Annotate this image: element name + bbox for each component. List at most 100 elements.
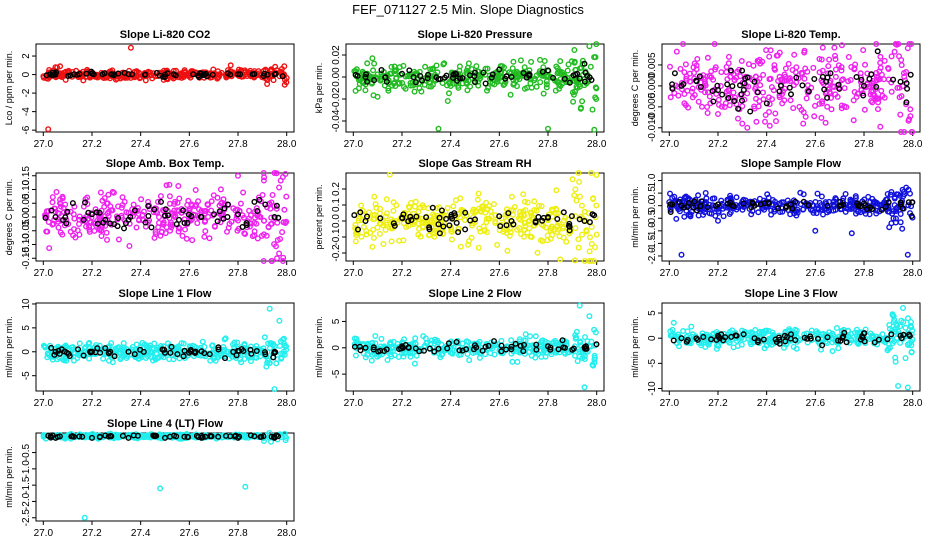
scatter-point: [411, 360, 418, 367]
mean-point: [131, 207, 138, 214]
mean-point: [693, 207, 700, 214]
scatter-point: [758, 330, 765, 337]
mean-point: [491, 338, 498, 345]
x-tick-label: 28.0: [277, 398, 297, 409]
scatter-point: [356, 340, 363, 347]
mean-point: [192, 348, 199, 355]
scatter-point: [905, 315, 912, 322]
y-axis-label: Lco / ppm per min.: [4, 51, 14, 126]
scatter-point: [909, 327, 916, 334]
mean-point: [174, 351, 181, 358]
mean-point: [729, 83, 736, 90]
mean-point: [462, 226, 469, 233]
mean-point: [879, 206, 886, 213]
panel-slope-sample-flow: Slope Sample Flow 27.0 27.2 27.4 27.6 27.8 28.…: [630, 158, 923, 279]
scatter-point: [676, 343, 683, 350]
mean-point: [725, 94, 732, 101]
scatter-point: [897, 219, 904, 226]
scatter-point: [783, 341, 790, 348]
mean-point: [482, 343, 489, 350]
mean-point: [561, 75, 568, 82]
mean-point: [560, 344, 567, 351]
x-tick-label: 27.4: [757, 268, 777, 279]
mean-point: [722, 334, 729, 341]
scatter-point: [218, 200, 225, 207]
mean-point: [906, 331, 913, 338]
scatter-point: [171, 200, 178, 207]
outlier-point: [895, 383, 902, 390]
scatter-point: [514, 358, 521, 365]
scatter-point: [771, 62, 778, 69]
scatter-point: [540, 347, 547, 354]
scatter-point: [469, 222, 476, 229]
scatter-point: [415, 220, 422, 227]
x-tick-label: 27.0: [34, 528, 54, 539]
y-tick-label: 0.000: [647, 73, 658, 98]
mean-point: [168, 343, 175, 350]
outlier-point: [242, 483, 249, 490]
mean-point: [559, 337, 566, 344]
scatter-point: [446, 90, 453, 97]
scatter-point: [70, 357, 77, 364]
scatter-point: [875, 95, 882, 102]
mean-point: [157, 198, 164, 205]
mean-marker: [472, 216, 479, 223]
scatter-point: [786, 326, 793, 333]
scatter-point: [895, 191, 902, 198]
scatter-point: [61, 357, 68, 364]
scatter-point: [160, 343, 167, 350]
scatter-point: [895, 41, 902, 48]
mean-point: [256, 196, 263, 203]
scatter-point: [881, 57, 888, 64]
mean-point: [539, 68, 546, 75]
scatter-point: [166, 356, 173, 363]
y-tick-label: 0: [21, 71, 32, 77]
scatter-point: [417, 204, 424, 211]
scatter-point: [91, 227, 98, 234]
scatter-point: [575, 244, 582, 251]
mean-marker: [198, 70, 205, 77]
scatter-point: [123, 355, 130, 362]
scatter-point: [46, 245, 53, 252]
scatter-point: [832, 66, 839, 73]
scatter-point: [886, 325, 893, 332]
y-tick-label: 0.1: [331, 198, 342, 212]
scatter-point: [468, 65, 475, 72]
plot-frame: [345, 43, 605, 133]
scatter-point: [572, 225, 579, 232]
scatter-point: [572, 186, 579, 193]
scatter-point: [183, 235, 190, 242]
scatter-point: [428, 337, 435, 344]
scatter-point: [826, 56, 833, 63]
mean-point: [724, 81, 731, 88]
scatter-point: [683, 73, 690, 80]
panels-container: Slope Li-820 CO2 27.0 27.2 27.4 27.6 27.8 28.0…: [4, 29, 923, 539]
scatter-point: [800, 206, 807, 213]
scatter-point: [897, 111, 904, 118]
x-tick-label: 27.2: [708, 139, 728, 150]
scatter-point: [901, 128, 908, 135]
mean-point: [843, 339, 850, 346]
scatter-point: [109, 188, 116, 195]
mean-point: [364, 78, 371, 85]
mean-point: [148, 224, 155, 231]
mean-marker: [861, 330, 868, 337]
scatter-point: [833, 325, 840, 332]
x-tick-label: 27.0: [34, 139, 54, 150]
mean-point: [485, 342, 492, 349]
scatter-point: [579, 231, 586, 238]
mean-point: [782, 338, 789, 345]
y-tick-label: 5: [21, 325, 32, 331]
scatter-point: [790, 105, 797, 112]
scatter-point: [861, 196, 868, 203]
mean-point: [576, 216, 583, 223]
scatter-point: [427, 217, 434, 224]
mean-marker: [861, 82, 868, 89]
mean-point: [142, 219, 149, 226]
x-tick-label: 27.8: [854, 398, 874, 409]
mean-point: [96, 434, 103, 441]
scatter-point: [355, 217, 362, 224]
scatter-point: [888, 188, 895, 195]
scatter-point: [873, 41, 880, 48]
y-tick-label: 0.2: [331, 182, 342, 196]
